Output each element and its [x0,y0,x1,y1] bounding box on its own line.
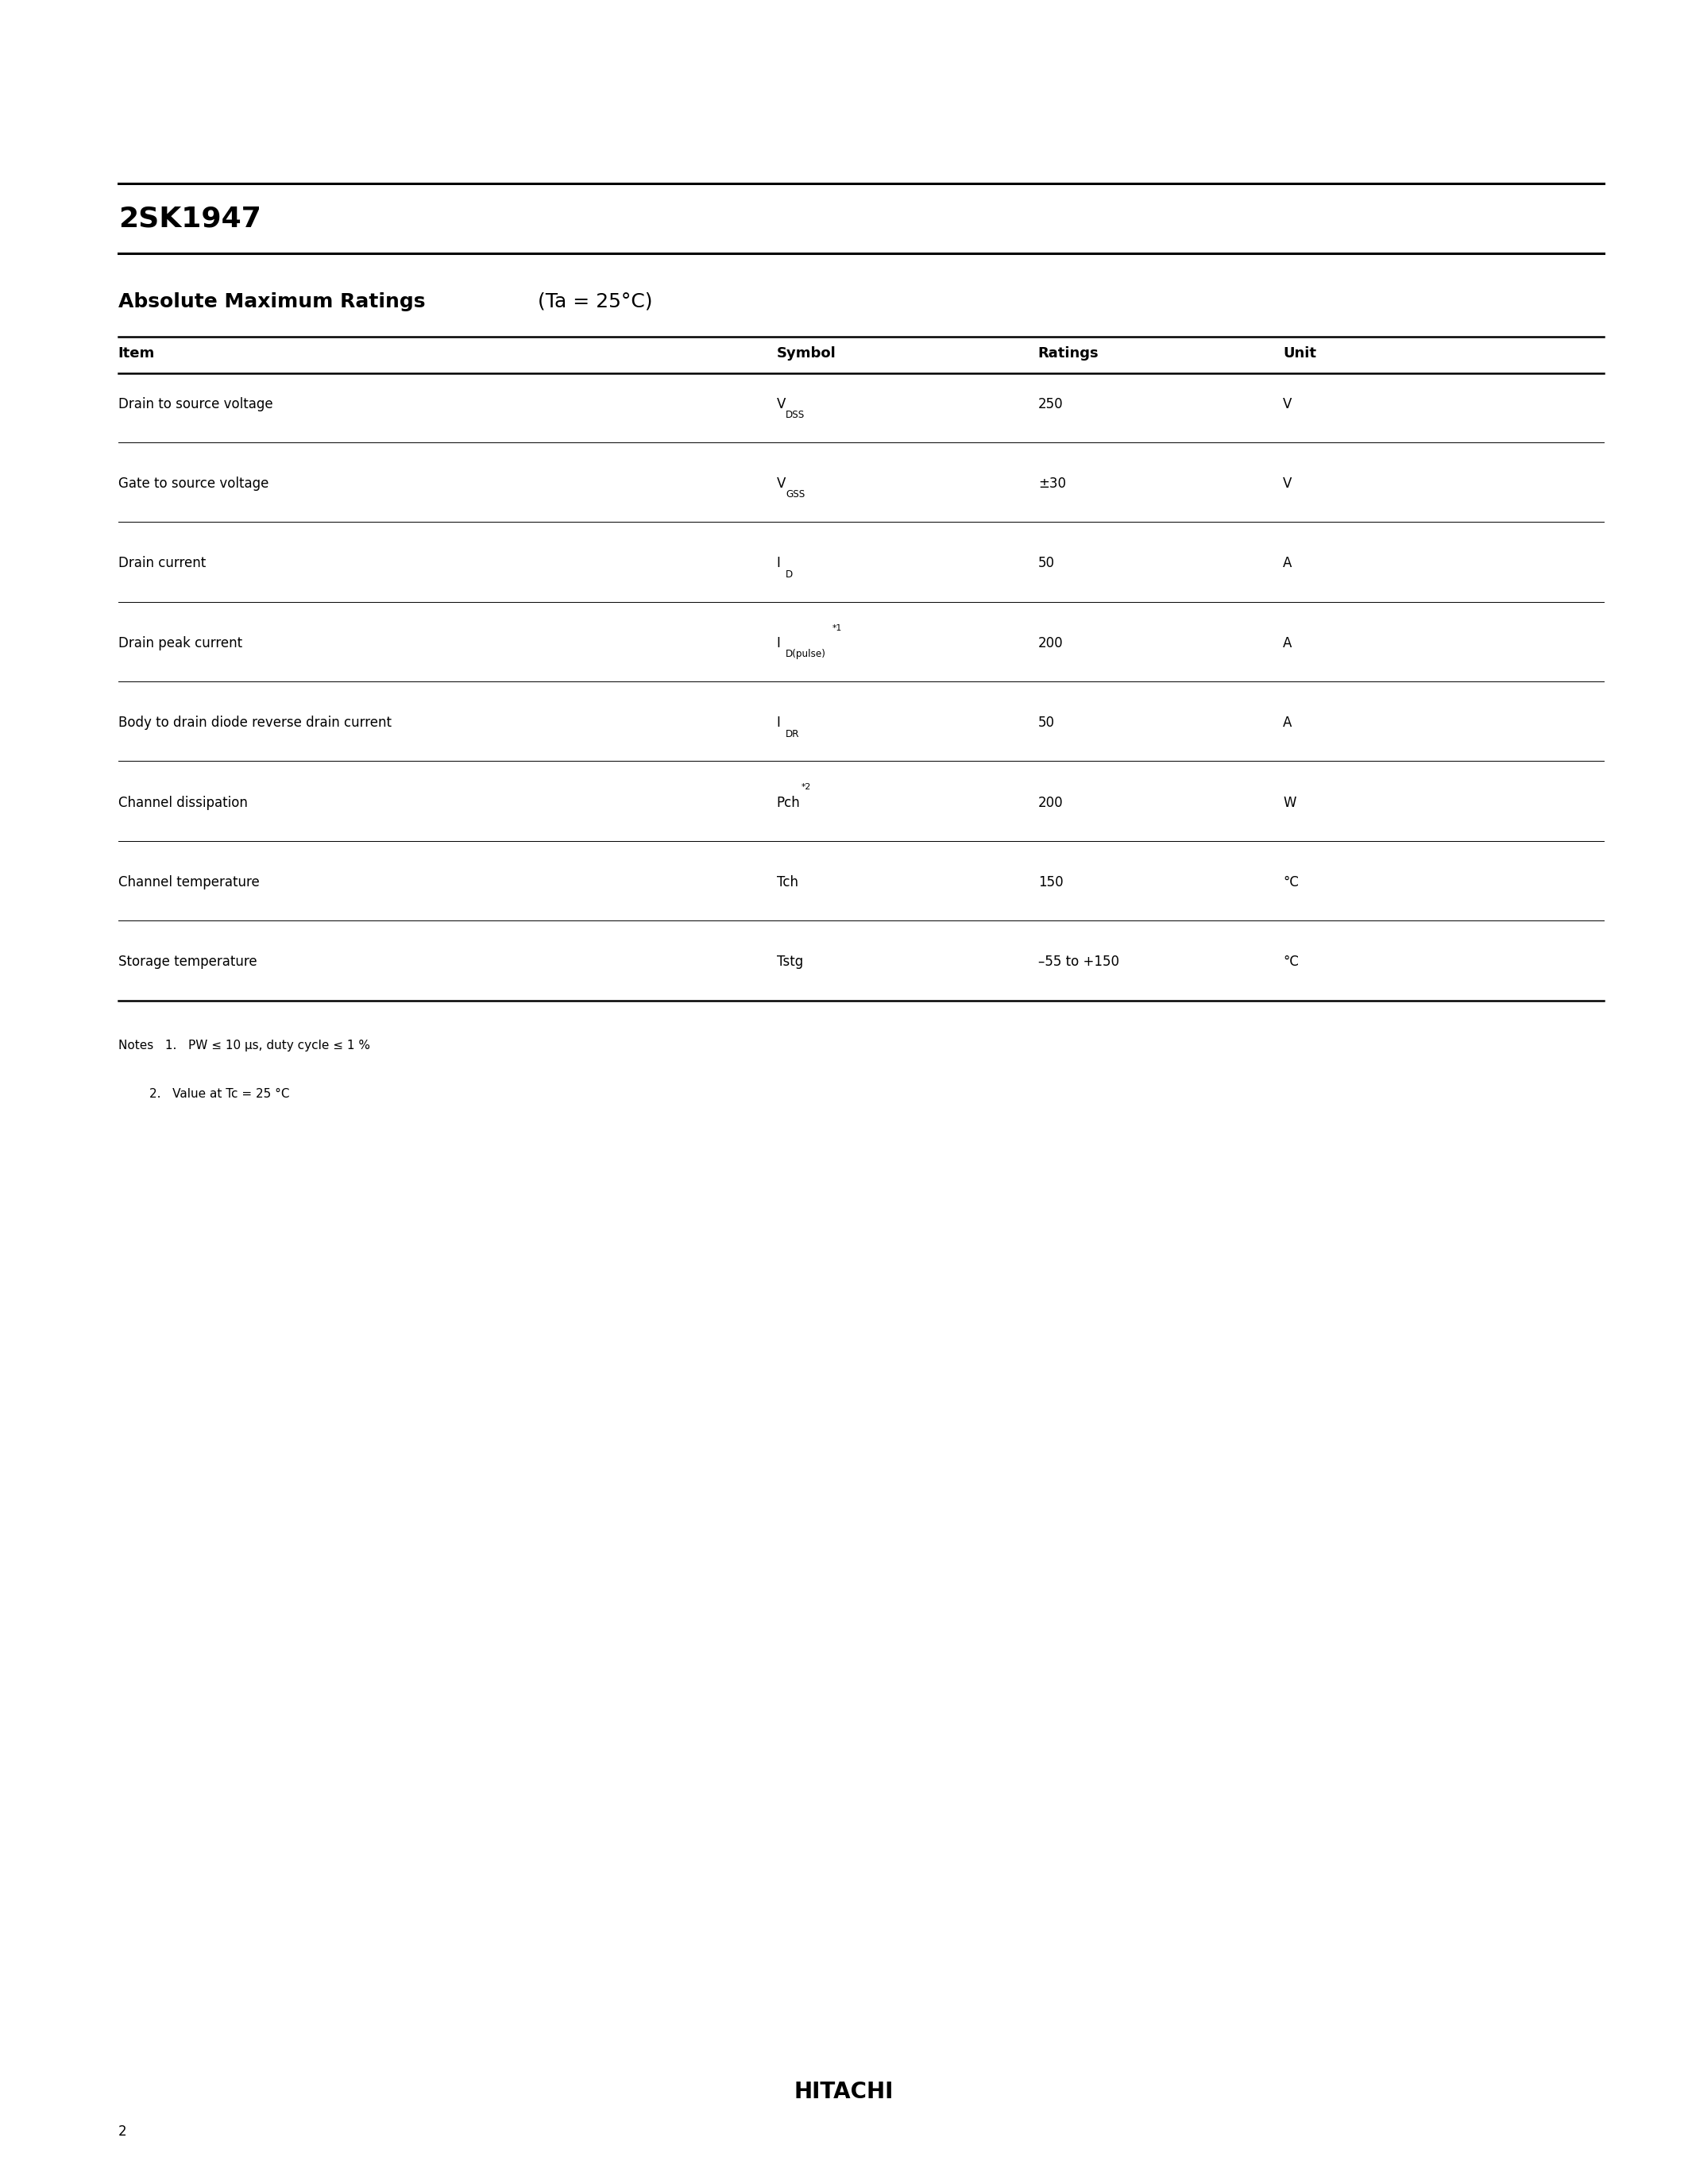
Text: A: A [1283,636,1291,651]
Text: 2SK1947: 2SK1947 [118,205,262,232]
Text: V: V [1283,476,1291,491]
Text: *2: *2 [802,784,810,791]
Text: V: V [776,397,785,411]
Text: 2.   Value at Tc = 25 °C: 2. Value at Tc = 25 °C [118,1088,289,1099]
Text: DR: DR [787,729,800,738]
Text: Gate to source voltage: Gate to source voltage [118,476,268,491]
Text: (Ta = 25°C): (Ta = 25°C) [532,293,653,310]
Text: °C: °C [1283,954,1298,970]
Text: W: W [1283,795,1296,810]
Text: I: I [776,716,780,729]
Text: Drain peak current: Drain peak current [118,636,241,651]
Text: V: V [776,476,785,491]
Text: D: D [787,570,793,579]
Text: I: I [776,557,780,570]
Text: Drain to source voltage: Drain to source voltage [118,397,273,411]
Text: Item: Item [118,347,155,360]
Text: *1: *1 [832,625,842,631]
Text: Tch: Tch [776,876,798,889]
Text: Drain current: Drain current [118,557,206,570]
Text: Unit: Unit [1283,347,1317,360]
Text: 250: 250 [1038,397,1063,411]
Text: HITACHI: HITACHI [795,2081,895,2103]
Text: 50: 50 [1038,557,1055,570]
Text: 200: 200 [1038,795,1063,810]
Text: 2: 2 [118,2125,127,2138]
Text: Storage temperature: Storage temperature [118,954,257,970]
Text: A: A [1283,557,1291,570]
Text: GSS: GSS [787,489,805,500]
Text: Channel dissipation: Channel dissipation [118,795,248,810]
Text: 50: 50 [1038,716,1055,729]
Text: I: I [776,636,780,651]
Text: Absolute Maximum Ratings: Absolute Maximum Ratings [118,293,425,310]
Text: –55 to +150: –55 to +150 [1038,954,1119,970]
Text: 200: 200 [1038,636,1063,651]
Text: Symbol: Symbol [776,347,836,360]
Text: Notes   1.   PW ≤ 10 μs, duty cycle ≤ 1 %: Notes 1. PW ≤ 10 μs, duty cycle ≤ 1 % [118,1040,370,1051]
Text: 150: 150 [1038,876,1063,889]
Text: D(pulse): D(pulse) [787,649,827,660]
Text: Pch: Pch [776,795,800,810]
Text: V: V [1283,397,1291,411]
Text: Channel temperature: Channel temperature [118,876,260,889]
Text: Tstg: Tstg [776,954,803,970]
Text: DSS: DSS [787,411,805,419]
Text: A: A [1283,716,1291,729]
Text: °C: °C [1283,876,1298,889]
Text: Ratings: Ratings [1038,347,1099,360]
Text: ±30: ±30 [1038,476,1065,491]
Text: Body to drain diode reverse drain current: Body to drain diode reverse drain curren… [118,716,392,729]
